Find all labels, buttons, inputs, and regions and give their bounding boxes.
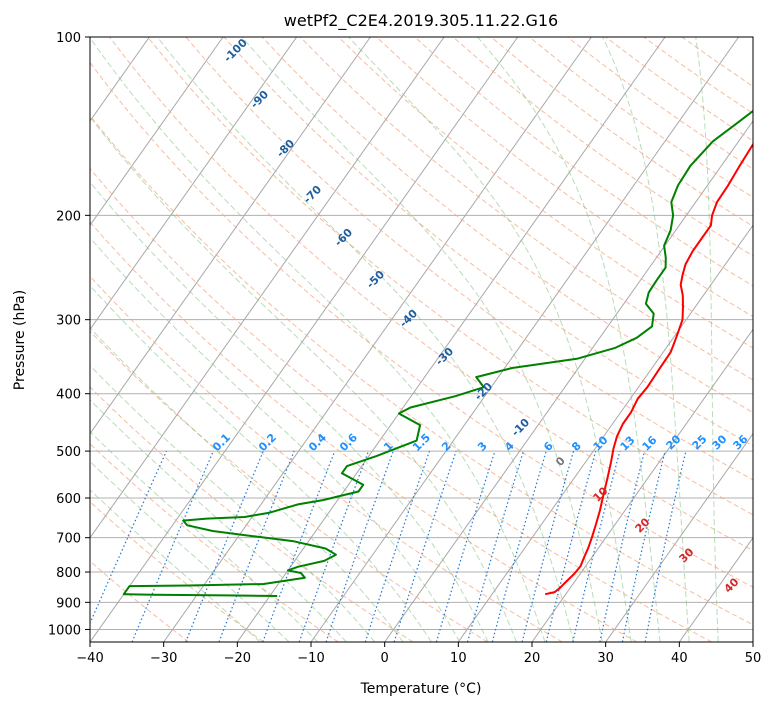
mixing-ratio-line (90, 450, 168, 625)
y-axis-ticks: 100 200 300 400 500 600 700 800 900 1000 (48, 31, 90, 638)
moist-adiabat-line (602, 37, 690, 642)
y-tick-label: 900 (56, 596, 81, 611)
x-tick-label: −40 (76, 651, 103, 666)
dry-adiabat-line (90, 560, 190, 642)
dry-adiabat-line (90, 386, 414, 642)
x-tick-label: 20 (524, 651, 541, 666)
isotherm-lines (90, 37, 753, 642)
mixing-ratio-line (131, 450, 214, 642)
moist-adiabat-line (90, 181, 489, 642)
mixing-ratio-line (572, 450, 621, 642)
moist-adiabat-line (90, 115, 517, 642)
moist-adiabat-line (695, 37, 719, 642)
dry-adiabat-line (90, 330, 488, 642)
isotherm-line (90, 37, 298, 331)
y-tick-label: 200 (56, 209, 81, 224)
x-axis-ticks: −40 −30 −20 −10 0 10 20 30 40 50 (76, 642, 761, 666)
mixing-ratio-line (521, 450, 575, 642)
moist-adiabat-line (156, 37, 575, 642)
moist-adiabat-line (90, 489, 261, 642)
dry-adiabat-line (147, 37, 753, 516)
mixing-ratio-line (393, 450, 457, 642)
mixing-ratio-line (435, 450, 496, 642)
sounding-series (122, 109, 753, 597)
moist-adiabat-line (90, 236, 461, 642)
x-axis-label: Temperature (°C) (360, 681, 482, 697)
dry-adiabat-line (90, 167, 712, 642)
isotherm-line (163, 37, 592, 642)
mixing-ratio-line (466, 450, 525, 642)
mixing-ratio-line (545, 450, 597, 642)
dry-adiabat-line (185, 37, 753, 481)
isotherm-line (531, 328, 753, 642)
mixing-ratio-line (621, 450, 666, 642)
mixing-ratio-line (491, 450, 547, 642)
moist-adiabat-line (241, 37, 603, 642)
isotherm-line (678, 536, 753, 642)
x-tick-label: 10 (450, 651, 467, 666)
isotherm-line (90, 37, 371, 435)
moist-adiabat-lines (90, 37, 719, 642)
dry-adiabat-line (414, 37, 753, 287)
isotherm-line (90, 37, 224, 227)
isotherm-line (90, 37, 519, 642)
mixing-ratio-line (185, 450, 264, 642)
isotherm-line (90, 37, 445, 539)
x-tick-label: −20 (224, 651, 251, 666)
y-tick-label: 1000 (48, 623, 81, 638)
dry-adiabat-line (90, 275, 563, 642)
y-tick-label: 300 (56, 314, 81, 329)
y-tick-label: 600 (56, 492, 81, 507)
mixing-ratio-lines (90, 450, 687, 642)
x-tick-label: −10 (297, 651, 324, 666)
mixing-ratio-line (325, 450, 394, 642)
chart-title: wetPf2_C2E4.2019.305.11.22.G16 (284, 11, 558, 31)
x-tick-label: 0 (381, 651, 389, 666)
dry-adiabat-lines (90, 37, 753, 642)
dry-adiabat-line (299, 37, 753, 381)
y-axis-label: Pressure (hPa) (12, 290, 28, 390)
isotherm-line (384, 120, 753, 642)
y-tick-label: 700 (56, 532, 81, 547)
moist-adiabat-line (90, 430, 319, 642)
mixing-ratio-line (218, 450, 295, 642)
y-tick-label: 800 (56, 566, 81, 581)
dewpoint-profile-line (122, 109, 753, 597)
moist-adiabat-line (477, 37, 661, 642)
moist-adiabat-line (90, 364, 376, 642)
mixing-ratio-line (298, 450, 370, 642)
y-tick-label: 500 (56, 445, 81, 460)
x-tick-label: −30 (150, 651, 177, 666)
dry-adiabat-line (338, 37, 753, 349)
y-tick-label: 400 (56, 388, 81, 403)
isotherm-line (236, 37, 666, 642)
x-tick-label: 30 (597, 651, 614, 666)
x-tick-label: 50 (745, 651, 762, 666)
isotherm-line (457, 224, 753, 642)
dry-adiabat-line (90, 61, 753, 588)
mixing-ratio-line (599, 450, 646, 642)
isotherm-line (605, 432, 753, 642)
dry-adiabat-line (90, 114, 753, 626)
plot-frame (89, 36, 754, 643)
mixing-ratio-line (364, 450, 431, 642)
temperature-profile-line (544, 142, 753, 596)
isotherm-line (310, 37, 740, 642)
y-tick-label: 100 (56, 31, 81, 46)
isobar-grid (90, 37, 753, 630)
x-tick-label: 40 (671, 651, 688, 666)
dry-adiabat-line (261, 37, 753, 414)
mixing-ratio-line (262, 450, 336, 642)
moist-adiabat-line (90, 399, 347, 642)
